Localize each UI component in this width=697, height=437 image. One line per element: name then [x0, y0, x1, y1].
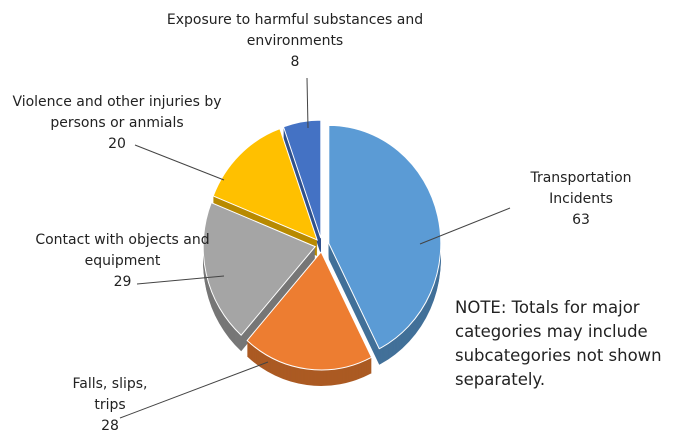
slice — [282, 119, 322, 239]
slice-label: Transportation Incidents — [530, 170, 632, 207]
slice-label: Falls, slips, trips — [72, 376, 148, 413]
slice — [328, 124, 442, 350]
leader-line — [119, 361, 269, 419]
leader-line — [419, 207, 511, 245]
slice — [246, 251, 373, 371]
slice-label: Exposure to harmful substances and envir… — [166, 12, 424, 49]
slice-label: Violence and other injuries by persons o… — [12, 94, 222, 131]
slice — [212, 128, 318, 241]
slice-value: 29 — [113, 274, 132, 290]
leader-line — [136, 275, 225, 285]
slice-value: 28 — [101, 418, 119, 434]
slice-value: 63 — [572, 212, 590, 228]
slice-label: Contact with objects and equipment — [35, 232, 210, 269]
slice-value: 20 — [108, 136, 126, 152]
slice-value: 8 — [290, 54, 300, 70]
slice — [202, 201, 317, 336]
leader-line — [134, 144, 225, 181]
leader-line — [306, 77, 309, 129]
note: NOTE: Totals for major categories may in… — [455, 298, 662, 389]
